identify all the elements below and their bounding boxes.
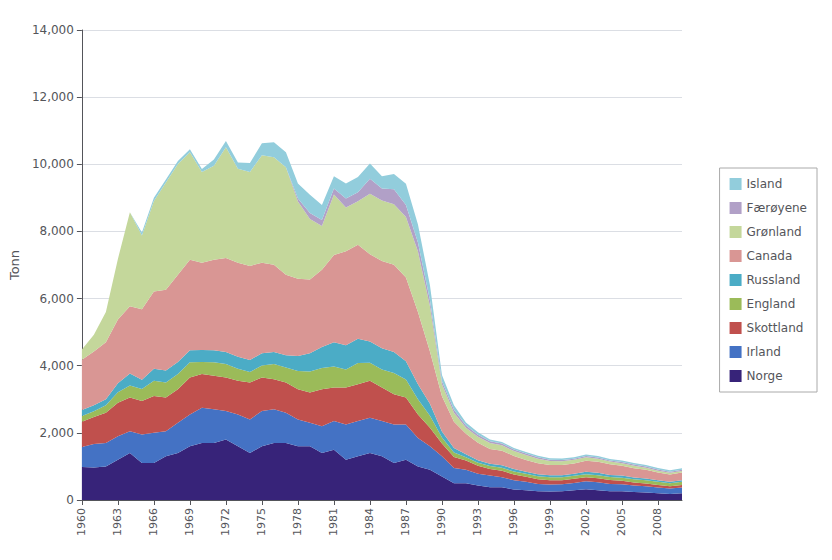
svg-text:2,000: 2,000 [40, 426, 74, 440]
svg-text:2008: 2008 [651, 508, 664, 536]
svg-text:Grønland: Grønland [747, 225, 802, 239]
svg-text:Norge: Norge [747, 369, 783, 383]
svg-text:Skottland: Skottland [747, 321, 804, 335]
svg-text:Irland: Irland [747, 345, 781, 359]
svg-text:Tonn: Tonn [7, 250, 22, 281]
svg-text:1999: 1999 [543, 508, 556, 536]
svg-text:1963: 1963 [111, 508, 124, 536]
svg-text:1984: 1984 [363, 508, 376, 536]
svg-text:Island: Island [747, 177, 783, 191]
svg-text:1990: 1990 [435, 508, 448, 536]
svg-text:Canada: Canada [747, 249, 793, 263]
svg-text:14,000: 14,000 [32, 23, 74, 37]
svg-text:1996: 1996 [507, 508, 520, 536]
svg-text:2005: 2005 [615, 508, 628, 536]
svg-text:1987: 1987 [399, 508, 412, 536]
svg-text:1972: 1972 [219, 508, 232, 536]
svg-text:1969: 1969 [183, 508, 196, 536]
svg-text:1960: 1960 [75, 508, 88, 536]
svg-text:6,000: 6,000 [40, 292, 74, 306]
svg-text:0: 0 [66, 493, 74, 507]
svg-text:2002: 2002 [579, 508, 592, 536]
svg-text:1975: 1975 [255, 508, 268, 536]
svg-text:10,000: 10,000 [32, 157, 74, 171]
svg-text:1966: 1966 [147, 508, 160, 536]
svg-text:1981: 1981 [327, 508, 340, 536]
svg-text:1993: 1993 [471, 508, 484, 536]
svg-text:12,000: 12,000 [32, 90, 74, 104]
svg-text:England: England [747, 297, 796, 311]
svg-text:8,000: 8,000 [40, 224, 74, 238]
svg-text:Russland: Russland [747, 273, 801, 287]
svg-text:1978: 1978 [291, 508, 304, 536]
svg-text:Færøyene: Færøyene [747, 201, 807, 215]
svg-text:4,000: 4,000 [40, 359, 74, 373]
